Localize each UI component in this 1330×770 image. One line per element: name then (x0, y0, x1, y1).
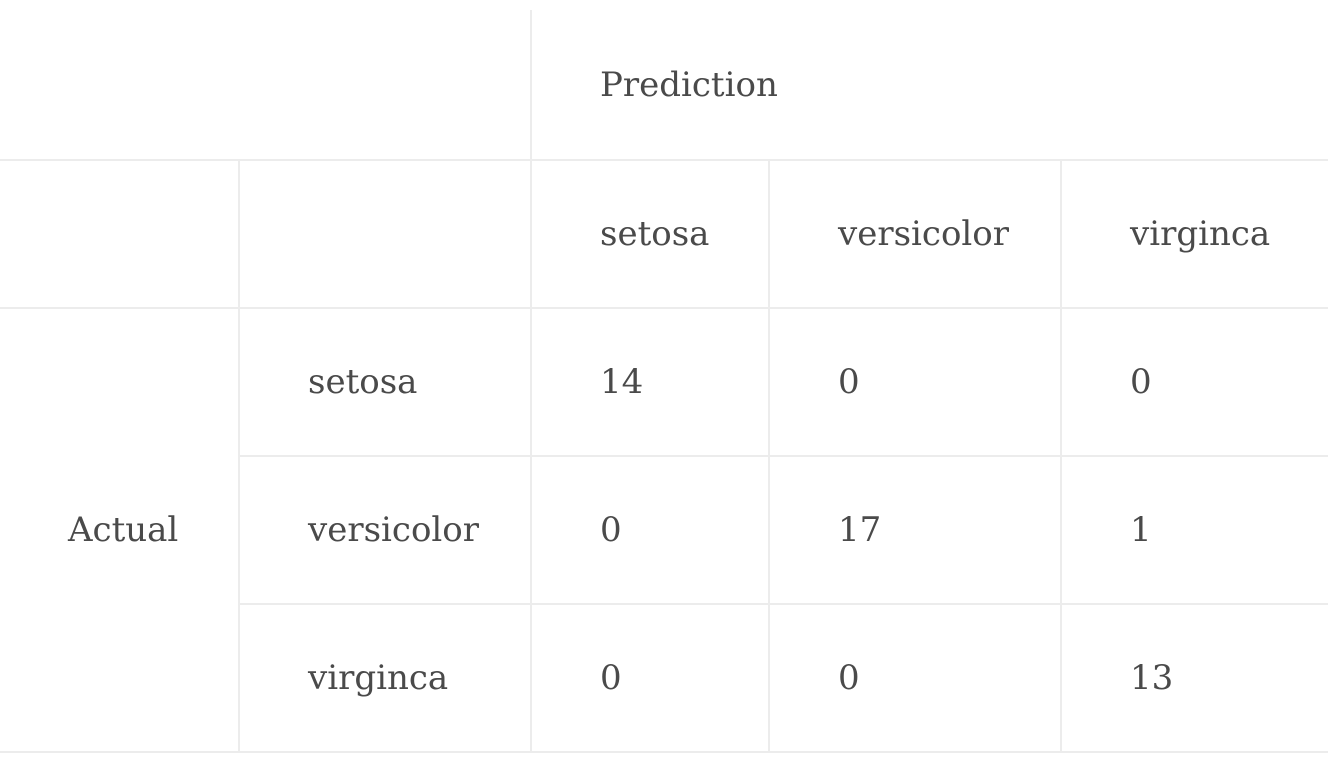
matrix-cell: 17 (768, 455, 1062, 605)
matrix-cell: 0 (1060, 307, 1328, 457)
empty-corner-cell (0, 10, 532, 161)
matrix-cell: 14 (530, 307, 770, 457)
confusion-matrix-table: Prediction setosa versicolor virginca Ac… (0, 10, 1328, 753)
class-header-row: setosa versicolor virginca (0, 159, 1328, 309)
row-label-setosa: setosa (238, 307, 532, 457)
actual-label: Actual (0, 307, 240, 753)
column-header-virginca: virginca (1060, 159, 1328, 309)
prediction-label: Prediction (530, 10, 1328, 161)
table-row: versicolor 0 17 1 (0, 455, 1328, 605)
empty-header-cell (238, 159, 532, 309)
row-label-virginca: virginca (239, 603, 532, 753)
column-header-setosa: setosa (530, 159, 770, 309)
table-row: Actual setosa 14 0 0 (0, 307, 1328, 753)
matrix-cell: 0 (768, 603, 1062, 753)
empty-header-cell (0, 159, 240, 309)
column-header-versicolor: versicolor (768, 159, 1062, 309)
matrix-cell: 0 (768, 307, 1062, 457)
table-row: virginca 0 0 13 (0, 603, 1328, 753)
matrix-cell: 0 (530, 455, 770, 605)
matrix-cell: 1 (1060, 455, 1328, 605)
row-label-versicolor: versicolor (239, 455, 532, 605)
prediction-header-row: Prediction (0, 10, 1328, 161)
matrix-cell: 0 (530, 603, 770, 753)
matrix-cell: 13 (1060, 603, 1328, 753)
